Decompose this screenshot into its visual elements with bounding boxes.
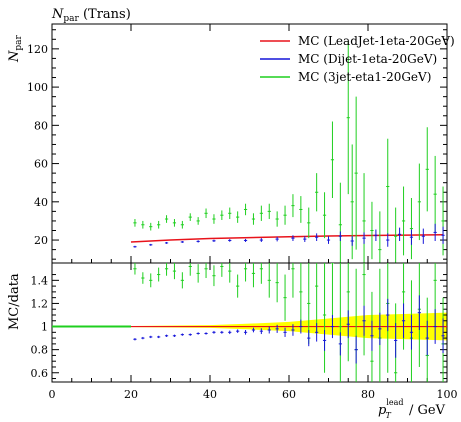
x-tick-label: 60 [282,388,296,401]
y-tick-label: 120 [27,43,48,56]
x-tick-label: 100 [437,388,458,401]
y-tick-label: 100 [27,81,48,94]
x-tick-label: 0 [49,388,56,401]
main-plot: 20 40 60 80 100 120 [27,23,448,264]
leadjet-line [130,233,444,243]
ratio-tick-label: 1 [41,321,48,334]
ratio-tick-label: 1.4 [31,274,49,287]
y-tick-label: 80 [34,119,48,132]
main-series-layer [130,41,445,263]
y-tick-label: 40 [34,196,48,209]
ratio-tick-label: 0.8 [31,344,49,357]
y-tick-label: 20 [34,234,48,247]
x-axis-label: plead T / GeV [378,398,446,420]
ratio-series-layer [52,263,447,382]
legend: MC (LeadJet-1eta-20GeV) MC (Dijet-1eta-2… [260,34,455,84]
ratio-tick-label: 0.6 [31,367,49,380]
x-tick-label: 80 [361,388,375,401]
legend-label-leadjet: MC (LeadJet-1eta-20GeV) [298,34,455,48]
legend-label-dijet: MC (Dijet-1eta-20GeV) [298,52,437,66]
y-axis-label: Npar [7,34,24,63]
x-tick-label: 20 [124,388,138,401]
ratio-y-axis-label: MC/data [7,273,22,330]
legend-label-3jet: MC (3jet-eta1-20GeV) [298,70,431,84]
ratio-tick-label: 1.2 [31,297,49,310]
chart-title: Npar (Trans) [51,7,131,24]
x-tick-label: 40 [203,388,217,401]
y-tick-label: 60 [34,158,48,171]
ratio-plot: 0 20 40 60 80 100 0.6 0.8 1 1.2 1.4 [31,262,458,401]
